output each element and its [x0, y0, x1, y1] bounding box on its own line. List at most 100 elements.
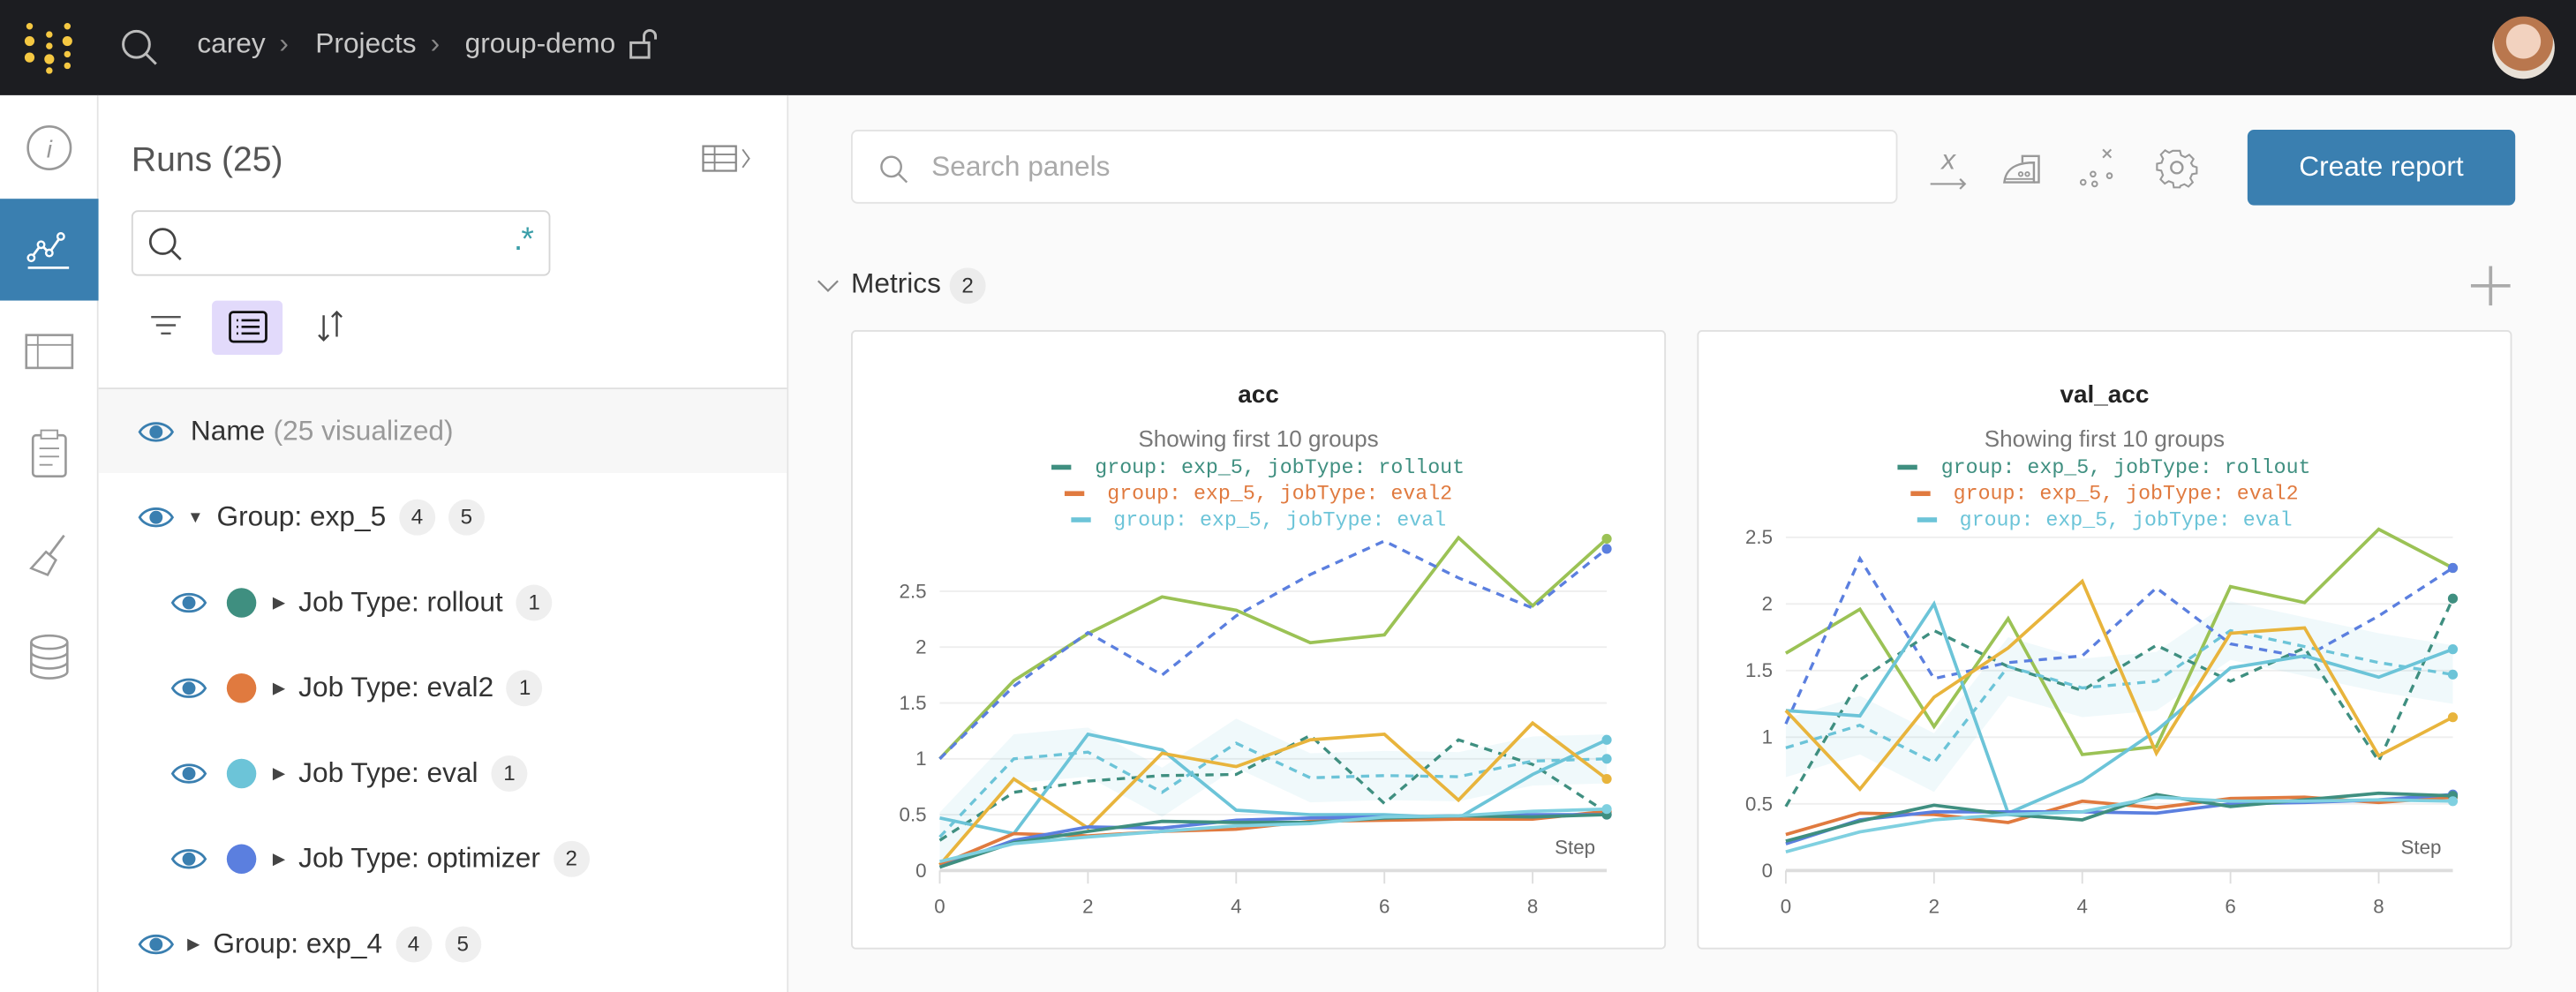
caret-right-icon[interactable]: ▶ [187, 935, 200, 954]
series-end-point[interactable] [2447, 712, 2459, 723]
series-line[interactable] [1784, 597, 2454, 808]
eye-icon[interactable] [138, 418, 175, 445]
y-tick-label: 1 [1762, 726, 1773, 748]
breadcrumb-user[interactable]: carey [197, 27, 266, 59]
series-line[interactable] [1784, 578, 2454, 793]
series-end-point[interactable] [1601, 544, 1612, 554]
count-badge: 1 [516, 584, 553, 621]
series-line[interactable] [938, 733, 1608, 842]
breadcrumb-projects[interactable]: Projects [315, 27, 417, 59]
runs-search-input[interactable]: .* [131, 210, 551, 276]
x-tick-label: 6 [1379, 896, 1390, 918]
series-end-point[interactable] [2447, 593, 2459, 604]
chevron-down-icon[interactable] [817, 276, 840, 296]
eye-icon[interactable] [170, 675, 207, 702]
color-swatch[interactable] [226, 758, 257, 789]
series-end-point[interactable] [1601, 804, 1612, 815]
legend-label: group: exp_5, jobType: eval [1113, 508, 1447, 531]
group-button[interactable] [212, 300, 283, 355]
group-row[interactable]: ▼ Group: exp_5 4 5 [99, 475, 787, 560]
section-title[interactable]: Metrics [850, 267, 941, 299]
legend-item[interactable]: group: exp_5, jobType: eval [1699, 509, 2510, 530]
series-end-point[interactable] [1601, 734, 1612, 745]
line-chart[interactable]: 0 0.5 1 1.5 2 2.5 0 2 4 6 8 Step [1699, 332, 2513, 951]
unlock-icon[interactable] [628, 28, 660, 61]
job-type-row[interactable]: ▶ Job Type: eval 1 [99, 731, 787, 816]
rail-item-overview[interactable]: i [0, 97, 99, 199]
regex-toggle[interactable]: .* [513, 222, 534, 259]
color-swatch[interactable] [226, 844, 257, 875]
series-line[interactable] [938, 539, 1608, 760]
sort-icon[interactable] [313, 309, 349, 345]
series-line[interactable] [938, 535, 1608, 761]
series-end-point[interactable] [1601, 533, 1612, 545]
series-end-point[interactable] [2447, 644, 2459, 655]
caret-down-icon[interactable]: ▼ [187, 507, 204, 527]
breadcrumb-project[interactable]: group-demo [464, 27, 616, 59]
series-line[interactable] [938, 720, 1608, 867]
wandb-logo[interactable] [23, 21, 76, 74]
series-line[interactable] [938, 813, 1608, 869]
y-tick-label: 2.5 [900, 580, 927, 602]
series-end-point[interactable] [2447, 796, 2459, 807]
count-badge: 1 [491, 755, 528, 793]
count-badge: 5 [444, 926, 481, 963]
smoothing-iron-icon[interactable] [2001, 151, 2044, 187]
legend-item[interactable]: group: exp_5, jobType: eval [853, 509, 1664, 530]
series-end-point[interactable] [1601, 754, 1612, 764]
legend-item[interactable]: group: exp_5, jobType: eval2 [1699, 483, 2510, 506]
expand-table-icon[interactable] [702, 145, 755, 174]
job-type-row[interactable]: ▶ Job Type: eval2 1 [99, 645, 787, 731]
legend-swatch [1070, 517, 1091, 523]
series-line[interactable] [939, 732, 1608, 836]
job-type-row[interactable]: ▶ Job Type: rollout 1 [99, 560, 787, 646]
rail-item-reports[interactable] [0, 402, 99, 504]
rail-item-sweeps[interactable] [0, 504, 99, 605]
color-swatch[interactable] [226, 673, 257, 703]
eye-icon[interactable] [170, 590, 207, 616]
breadcrumb-separator: › [279, 27, 289, 59]
caret-right-icon[interactable]: ▶ [272, 850, 286, 868]
series-line[interactable] [1785, 795, 2453, 853]
outliers-icon[interactable] [2076, 145, 2122, 191]
create-report-button[interactable]: Create report [2247, 130, 2516, 206]
legend-item[interactable]: group: exp_5, jobType: rollout [1699, 456, 2510, 479]
avatar[interactable] [2492, 16, 2555, 79]
series-end-point[interactable] [1601, 773, 1612, 785]
series-line[interactable] [1784, 555, 2454, 725]
name-column-label[interactable]: Name [190, 414, 266, 447]
color-swatch[interactable] [226, 588, 257, 618]
caret-right-icon[interactable]: ▶ [272, 593, 286, 612]
series-line[interactable] [1784, 527, 2454, 756]
search-panels-input[interactable]: Search panels [850, 130, 1898, 204]
rail-item-table[interactable] [0, 301, 99, 402]
add-panel-icon[interactable] [2469, 265, 2512, 307]
caret-right-icon[interactable]: ▶ [272, 764, 286, 783]
series-end-point[interactable] [2447, 562, 2459, 574]
group-row[interactable]: ▶ Group: exp_4 4 5 [99, 902, 787, 988]
x-axis-settings-icon[interactable]: x [1927, 145, 1970, 194]
series-line[interactable] [939, 807, 1608, 864]
job-type-row[interactable]: ▶ Job Type: optimizer 2 [99, 816, 787, 902]
filter-icon[interactable] [147, 309, 184, 342]
search-icon [148, 228, 182, 261]
gear-icon[interactable] [2156, 147, 2198, 189]
legend-item[interactable]: group: exp_5, jobType: eval2 [853, 483, 1664, 506]
x-tick-label: 6 [2225, 896, 2235, 918]
chart-panel-acc[interactable]: acc Showing first 10 groups group: exp_5,… [850, 330, 1668, 951]
eye-icon[interactable] [138, 931, 175, 958]
search-icon[interactable] [120, 28, 160, 68]
legend-item[interactable]: group: exp_5, jobType: rollout [853, 456, 1664, 479]
rail-item-artifacts[interactable] [0, 606, 99, 708]
eye-icon[interactable] [170, 845, 207, 872]
eye-icon[interactable] [138, 504, 175, 530]
chart-panel-val-acc[interactable]: val_acc Showing first 10 groups group: ex… [1697, 330, 2512, 950]
series-line[interactable] [938, 741, 1608, 838]
rail-item-charts[interactable] [0, 199, 99, 301]
eye-icon[interactable] [170, 761, 207, 787]
series-line[interactable] [1785, 600, 2454, 815]
caret-right-icon[interactable]: ▶ [272, 679, 286, 697]
series-line[interactable] [1785, 791, 2453, 843]
line-chart[interactable]: 0 0.5 1 1.5 2 2.5 0 2 4 6 8 Step [853, 332, 1668, 951]
series-end-point[interactable] [2447, 669, 2459, 680]
